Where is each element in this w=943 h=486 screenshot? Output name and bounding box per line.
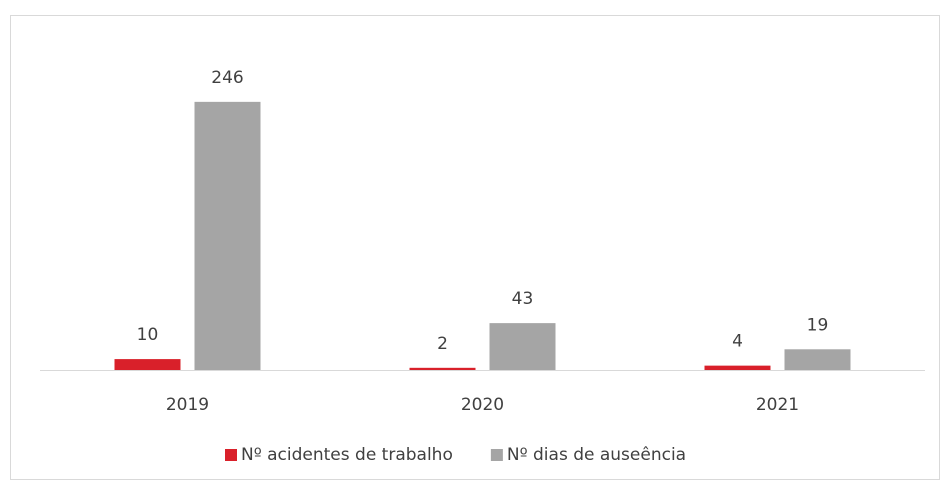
- data-label: 43: [512, 289, 534, 309]
- legend-swatch: [490, 449, 503, 461]
- x-tick-label: 2020: [461, 395, 504, 415]
- data-label: 246: [211, 68, 243, 88]
- legend-label: Nº dias de auseência: [507, 445, 686, 465]
- legend-swatch: [225, 449, 237, 461]
- bar: [784, 349, 851, 370]
- legend-label: Nº acidentes de trabalho: [241, 445, 453, 465]
- bar: [114, 359, 181, 370]
- data-label: 2: [437, 334, 448, 354]
- x-tick-label: 2021: [756, 395, 799, 415]
- data-label: 10: [137, 325, 159, 345]
- bar: [409, 367, 476, 370]
- bar: [489, 323, 556, 370]
- bar: [194, 101, 261, 371]
- data-label: 19: [807, 315, 829, 335]
- chart-border: [10, 15, 940, 480]
- x-tick-label: 2019: [166, 395, 209, 415]
- bar: [704, 365, 771, 370]
- data-label: 4: [732, 332, 743, 352]
